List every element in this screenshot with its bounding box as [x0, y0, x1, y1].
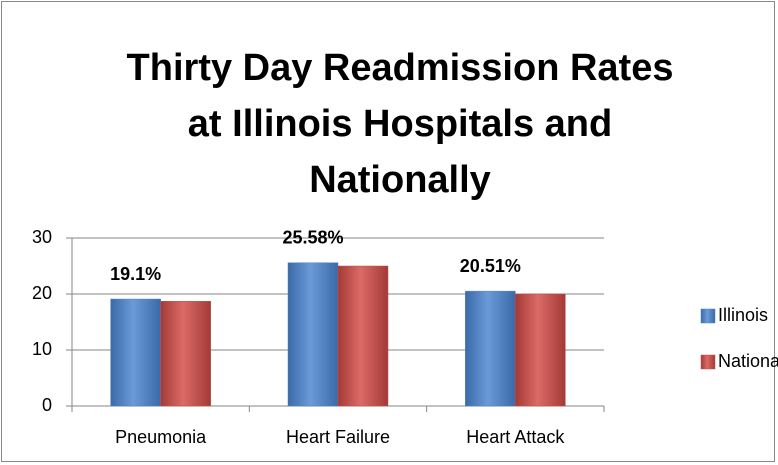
- bar: [515, 293, 566, 407]
- legend-label: Illinois: [718, 305, 768, 325]
- bar: [337, 265, 389, 407]
- legend-label: National: [718, 351, 778, 371]
- y-tick-label: 30: [32, 227, 52, 247]
- x-tick-label: Heart Attack: [466, 427, 565, 447]
- y-tick-label: 0: [42, 395, 52, 415]
- chart-title: at Illinois Hospitals and: [188, 103, 612, 145]
- chart-title: Nationally: [309, 159, 491, 201]
- x-tick-label: Heart Failure: [286, 427, 390, 447]
- data-label: 20.51%: [460, 256, 521, 276]
- data-label: 19.1%: [110, 264, 161, 284]
- bar: [465, 290, 516, 407]
- chart-title: Thirty Day Readmission Rates: [127, 47, 674, 89]
- legend-swatch: [700, 354, 716, 370]
- y-tick-label: 20: [32, 283, 52, 303]
- bar: [160, 301, 211, 407]
- y-tick-label: 10: [32, 339, 52, 359]
- bar: [110, 298, 161, 407]
- x-tick-label: Pneumonia: [115, 427, 207, 447]
- legend-swatch: [700, 308, 716, 324]
- data-label: 25.58%: [282, 228, 343, 248]
- bar: [287, 262, 339, 407]
